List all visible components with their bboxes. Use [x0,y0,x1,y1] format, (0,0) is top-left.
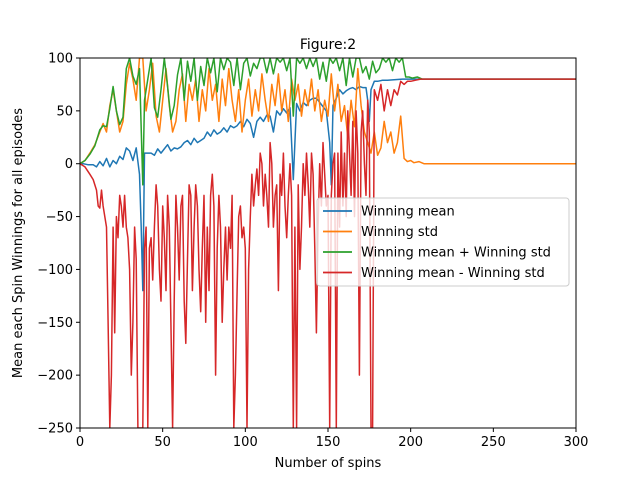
series-line-3 [80,58,576,186]
y-tick-label: −150 [37,316,73,331]
y-tick-label: 100 [48,52,73,67]
y-tick-label: 0 [65,157,73,172]
x-tick-label: 150 [316,435,341,450]
y-tick-label: −100 [37,263,73,278]
legend-label: Winning mean + Winning std [361,246,551,261]
series-line-2 [80,58,576,165]
legend-label: Winning mean [361,205,455,220]
y-tick-label: −50 [46,210,73,225]
x-tick-label: 250 [481,435,506,450]
x-tick-label: 0 [76,435,84,450]
x-axis-label: Number of spins [275,456,382,471]
legend-label: Winning std [361,225,438,240]
legend: Winning mean Winning std Winning mean + Wi… [316,197,570,287]
x-tick-label: 100 [233,435,258,450]
x-tick-label: 200 [398,435,423,450]
x-tick-label: 50 [154,435,171,450]
y-axis: 100 50 0 −50 −100 −150 −200 −250 [37,52,80,437]
legend-label: Winning mean - Winning std [361,266,545,281]
y-tick-label: −200 [37,369,73,384]
x-tick-label: 300 [564,435,589,450]
y-axis-label: Mean each Spin Winnings for all episodes [11,108,26,378]
x-axis: 0 50 100 150 200 250 300 [76,428,589,450]
y-tick-label: −250 [37,422,73,437]
series-line-1 [80,78,576,292]
chart-title: Figure:2 [300,37,356,53]
y-tick-label: 50 [56,104,73,119]
series-layer [80,58,576,428]
series-line-4 [80,78,576,428]
legend-box [316,197,570,287]
